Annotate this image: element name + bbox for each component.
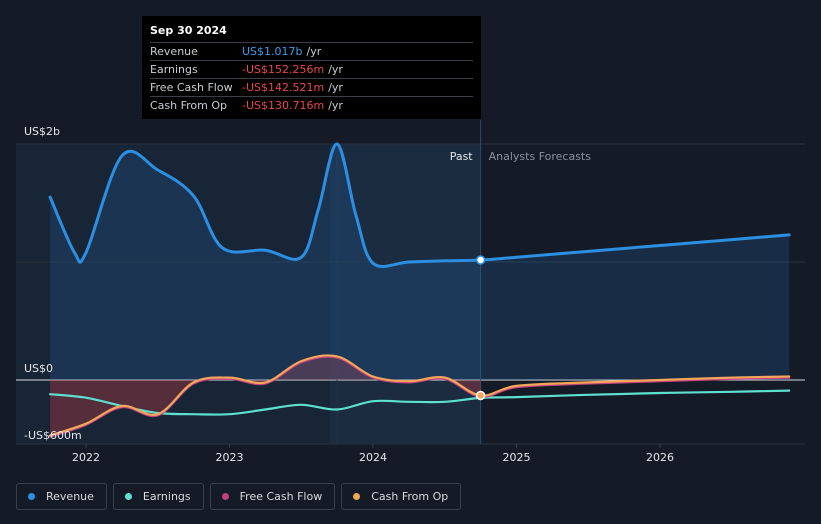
cash-from-op-dot-icon xyxy=(353,493,361,500)
x-tick-label: 2023 xyxy=(216,451,244,464)
tooltip-value: US$1.017b xyxy=(242,45,303,58)
revenue-line xyxy=(48,142,791,268)
cash-flow-area xyxy=(50,356,481,437)
legend-label: Free Cash Flow xyxy=(239,490,323,503)
tooltip-value: -US$142.521m xyxy=(242,81,325,94)
tooltip-row-earnings: Earnings -US$152.256m /yr xyxy=(150,61,473,79)
tooltip: Sep 30 2024 Revenue US$1.017b /yr Earnin… xyxy=(142,16,481,119)
y-tick-label: US$0 xyxy=(24,362,53,375)
legend-item-earnings[interactable]: Earnings xyxy=(112,483,204,510)
legend-item-free-cash-flow[interactable]: Free Cash Flow xyxy=(209,483,336,510)
earnings-dot-icon xyxy=(124,493,132,500)
tooltip-label: Revenue xyxy=(150,45,198,58)
revenue-marker xyxy=(475,255,486,265)
x-tick-label: 2026 xyxy=(646,451,674,464)
x-tick-label: 2025 xyxy=(503,451,531,464)
cash-from-op-marker xyxy=(475,390,486,401)
earnings-line xyxy=(49,389,791,416)
tooltip-row-free-cash-flow: Free Cash Flow -US$142.521m /yr xyxy=(150,79,473,97)
tooltip-label: Cash From Op xyxy=(150,99,228,112)
cash-from-op-line xyxy=(49,354,791,437)
tooltip-unit: /yr xyxy=(306,45,322,58)
tooltip-row-cash-from-op: Cash From Op -US$130.716m /yr xyxy=(150,97,473,114)
tooltip-label: Free Cash Flow xyxy=(150,81,233,94)
tooltip-unit: /yr xyxy=(328,63,343,76)
y-tick-label: -US$600m xyxy=(24,429,82,442)
revenue-dot-icon xyxy=(28,493,35,500)
tooltip-row-revenue: Revenue US$1.017b /yr xyxy=(150,43,473,61)
legend-item-revenue[interactable]: Revenue xyxy=(16,483,107,510)
legend-label: Cash From Op xyxy=(371,490,449,503)
x-tick-label: 2024 xyxy=(359,451,387,464)
free-cash-flow-dot-icon xyxy=(221,493,229,500)
legend: Revenue Earnings Free Cash Flow Cash Fro… xyxy=(16,483,462,510)
tooltip-unit: /yr xyxy=(328,99,343,112)
legend-item-cash-from-op[interactable]: Cash From Op xyxy=(341,483,462,510)
tooltip-label: Earnings xyxy=(150,63,198,76)
legend-label: Revenue xyxy=(46,490,94,503)
legend-label: Earnings xyxy=(142,490,191,503)
past-label: Past xyxy=(450,150,474,163)
y-tick-label: US$2b xyxy=(24,125,60,138)
tooltip-unit: /yr xyxy=(328,81,343,94)
x-tick-label: 2022 xyxy=(72,451,100,464)
tooltip-date: Sep 30 2024 xyxy=(150,24,473,43)
tooltip-value: -US$130.716m xyxy=(242,99,325,112)
tooltip-value: -US$152.256m xyxy=(242,63,325,76)
past-region-highlight xyxy=(329,144,481,444)
forecast-label: Analysts Forecasts xyxy=(489,150,592,163)
